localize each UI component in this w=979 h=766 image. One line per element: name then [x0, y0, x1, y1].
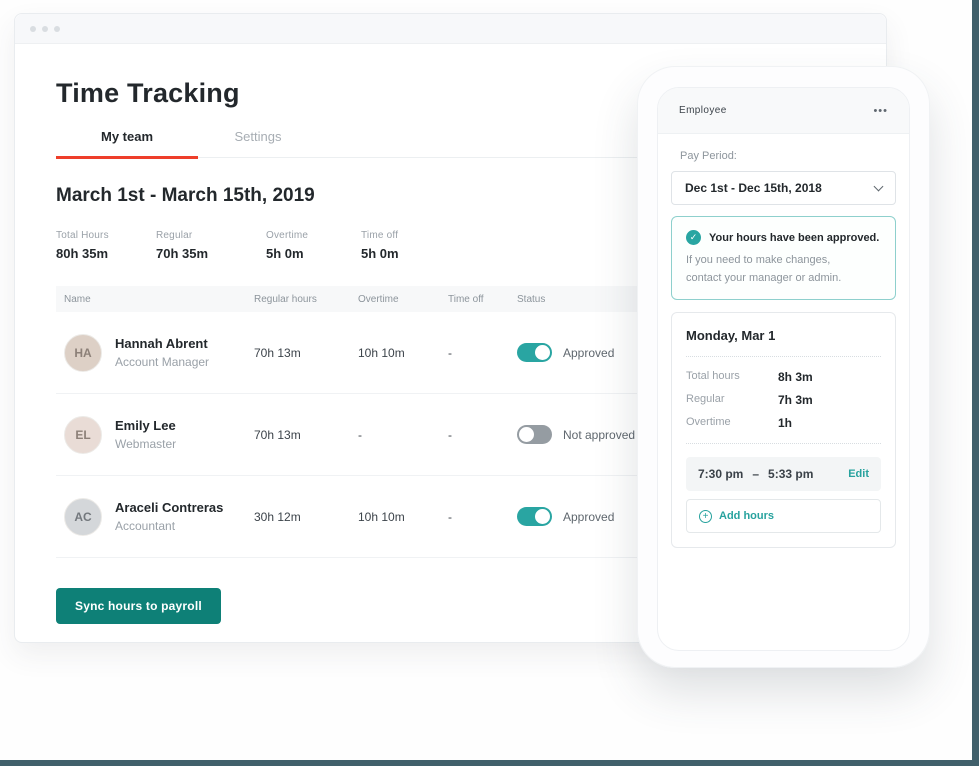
- header-time-off: Time off: [448, 293, 484, 305]
- page-title: Time Tracking: [56, 78, 240, 108]
- avatar: HA: [64, 333, 102, 372]
- employee-name: Araceli Contreras: [115, 500, 224, 515]
- dotted-divider: [686, 443, 881, 445]
- employee-role: Accountant: [115, 519, 176, 533]
- phone-mockup: Employee ••• Pay Period: Dec 1st - Dec 1…: [637, 66, 930, 668]
- dotted-divider: [686, 356, 881, 358]
- toggle-knob: [535, 345, 550, 360]
- edit-link[interactable]: Edit: [848, 468, 869, 481]
- ellipsis-menu-icon[interactable]: •••: [873, 104, 888, 117]
- table-row: EL Emily Lee Webmaster 70h 13m - - Not a…: [56, 394, 836, 476]
- summary-total-hours: Total Hours 80h 35m: [56, 230, 109, 261]
- summary-overtime: Overtime 5h 0m: [266, 230, 309, 261]
- header-regular-hours: Regular hours: [254, 293, 317, 305]
- time-off-value: -: [448, 427, 452, 442]
- time-separator: –: [752, 467, 760, 482]
- pay-period-dropdown[interactable]: Dec 1st - Dec 15th, 2018: [671, 171, 896, 205]
- avatar: AC: [64, 497, 102, 536]
- overtime-value: 10h 10m: [358, 509, 405, 524]
- status-label: Approved: [563, 345, 615, 360]
- plus-circle-icon: +: [699, 509, 712, 523]
- avatar: EL: [64, 415, 102, 454]
- notice-body: If you need to make changes, contact you…: [686, 254, 842, 285]
- team-hours-table: Name Regular hours Overtime Time off Sta…: [56, 286, 836, 558]
- main-content: Time Tracking My team Settings March 1st…: [15, 44, 886, 624]
- phone-screen: Employee ••• Pay Period: Dec 1st - Dec 1…: [657, 87, 910, 651]
- page-edge-bottom: [0, 760, 979, 766]
- pay-period-value: Dec 1st - Dec 15th, 2018: [685, 181, 822, 195]
- page-edge-right: [972, 0, 979, 766]
- sync-hours-button[interactable]: Sync hours to payroll: [56, 588, 221, 624]
- regular-hours-value: 70h 13m: [254, 345, 301, 360]
- summary-regular: Regular 70h 35m: [156, 230, 209, 261]
- header-status: Status: [517, 293, 546, 305]
- phone-header-title: Employee: [679, 105, 727, 116]
- overtime-value: 10h 10m: [358, 345, 405, 360]
- header-name: Name: [64, 293, 91, 305]
- status-label: Approved: [563, 509, 615, 524]
- day-card-title: Monday, Mar 1: [686, 328, 776, 344]
- summary-time-off: Time off 5h 0m: [361, 230, 399, 261]
- pay-period-heading: March 1st - March 15th, 2019: [56, 185, 315, 206]
- approval-toggle[interactable]: [517, 343, 552, 362]
- overtime-value: -: [358, 427, 362, 442]
- browser-titlebar: [15, 14, 886, 44]
- window-control-dot: [30, 25, 36, 32]
- tab-my-team[interactable]: My team: [56, 129, 198, 159]
- time-entry: 7:30 pm – 5:33 pm Edit: [686, 457, 881, 492]
- employee-name: Emily Lee: [115, 418, 176, 433]
- header-overtime: Overtime: [358, 293, 399, 305]
- summary-stats: Total Hours 80h 35m Regular 70h 35m Over…: [56, 230, 886, 261]
- regular-hours-value: 30h 12m: [254, 509, 301, 524]
- phone-body: Pay Period: Dec 1st - Dec 15th, 2018 ✓ Y…: [658, 134, 909, 563]
- toggle-knob: [535, 509, 550, 524]
- table-row: HA Hannah Abrent Account Manager 70h 13m…: [56, 312, 836, 394]
- window-control-dot: [54, 25, 60, 32]
- approval-toggle[interactable]: [517, 507, 552, 526]
- chevron-down-icon: [873, 181, 884, 191]
- employee-role: Account Manager: [115, 355, 210, 369]
- phone-header: Employee •••: [658, 88, 909, 134]
- time-off-value: -: [448, 345, 452, 360]
- employee-role: Webmaster: [115, 437, 177, 451]
- approval-notice: ✓ Your hours have been approved. If you …: [671, 216, 896, 301]
- status-label: Not approved: [563, 427, 636, 442]
- time-end: 5:33 pm: [768, 467, 814, 482]
- pay-period-label: Pay Period:: [680, 150, 737, 162]
- check-circle-icon: ✓: [686, 230, 701, 245]
- regular-hours-value: 70h 13m: [254, 427, 301, 442]
- employee-name: Hannah Abrent: [115, 336, 208, 351]
- approval-toggle[interactable]: [517, 425, 552, 444]
- notice-title: Your hours have been approved.: [709, 231, 880, 244]
- day-card: Monday, Mar 1 Total hours 8h 3m Regular …: [671, 312, 896, 549]
- time-start: 7:30 pm: [698, 467, 744, 482]
- time-off-value: -: [448, 509, 452, 524]
- day-stat-regular: Regular 7h 3m: [686, 393, 813, 408]
- window-control-dot: [42, 25, 48, 32]
- day-stat-overtime: Overtime 1h: [686, 416, 793, 431]
- toggle-knob: [519, 427, 534, 442]
- add-hours-label: Add hours: [719, 510, 774, 523]
- tab-settings[interactable]: Settings: [234, 129, 282, 144]
- tab-bar: My team Settings: [56, 129, 846, 159]
- add-hours-button[interactable]: + Add hours: [686, 499, 881, 534]
- day-stat-total: Total hours 8h 3m: [686, 370, 813, 385]
